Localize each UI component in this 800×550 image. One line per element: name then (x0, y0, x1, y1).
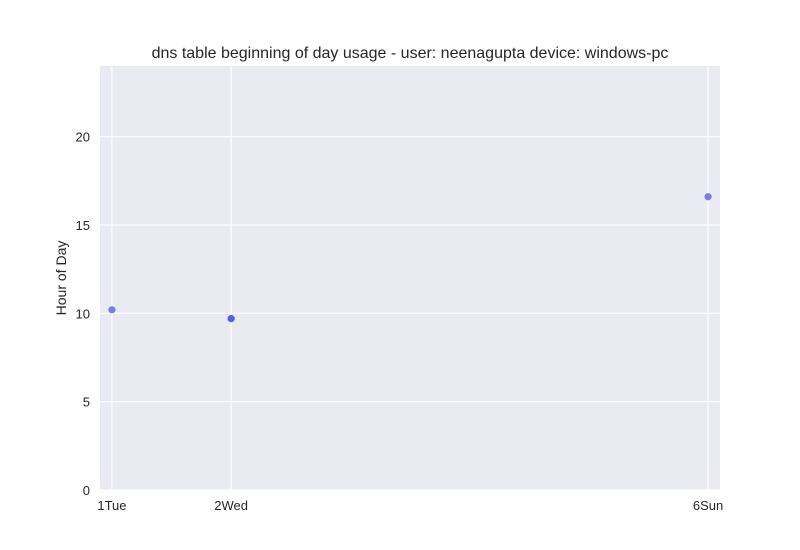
data-point (704, 193, 712, 201)
y-tick-label: 20 (76, 130, 90, 145)
x-tick-label: 2Wed (214, 498, 248, 513)
y-axis-label: Hour of Day (53, 241, 69, 316)
data-point (227, 315, 235, 323)
y-tick-label: 5 (83, 395, 90, 410)
y-tick-label: 0 (83, 483, 90, 498)
y-tick-label: 15 (76, 218, 90, 233)
chart-title: dns table beginning of day usage - user:… (152, 45, 669, 62)
tick-layer: 0 5 10 15 20 1Tue 2Wed 6Sun (76, 130, 724, 513)
y-tick-label: 10 (76, 306, 90, 321)
x-tick-label: 6Sun (693, 498, 723, 513)
data-point (108, 306, 116, 314)
points-layer (108, 193, 712, 323)
grid-layer (100, 66, 720, 491)
x-tick-label: 1Tue (97, 498, 126, 513)
plot-area (100, 66, 720, 490)
